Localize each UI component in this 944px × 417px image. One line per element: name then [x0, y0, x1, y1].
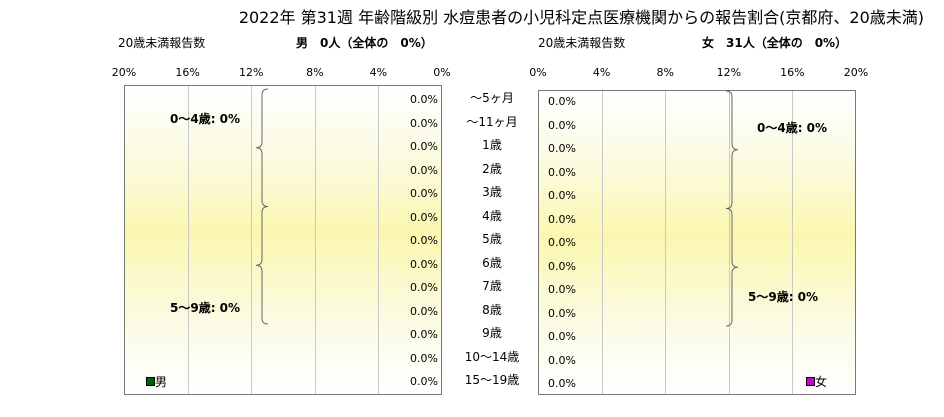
age-label-2: 1歳 — [482, 138, 502, 152]
age-label-8: 7歳 — [482, 279, 502, 293]
age-label-1: ～11ヶ月 — [466, 114, 518, 129]
m-value-label-7: 0.0% — [410, 257, 438, 271]
f-value-label-8: 0.0% — [548, 283, 576, 296]
chart-title: 2022年 第31週 年齢階級別 水痘患者の小児科定点医療機関からの報告割合(京… — [238, 8, 924, 27]
age-label-4: 3歳 — [482, 185, 502, 199]
m-value-label-11: 0.0% — [410, 351, 438, 365]
m-value-label-0: 0.0% — [410, 93, 438, 106]
f-x-tick-3: 12% — [716, 66, 742, 79]
age-label-6: 5歳 — [482, 232, 502, 246]
m-value-label-2: 0.0% — [410, 140, 438, 153]
age-label-7: 6歳 — [482, 255, 502, 270]
m-value-label-1: 0.0% — [410, 116, 438, 130]
m-x-tick-2: 12% — [238, 66, 264, 79]
f-bracket-0-4 — [725, 90, 739, 209]
f-x-tick-5: 20% — [843, 66, 869, 79]
m-bracket-label-0-4: 0～4歳: 0% — [170, 112, 241, 126]
m-gridline-1 — [187, 86, 189, 394]
female-legend-label: 女 — [815, 375, 828, 389]
m-value-label-12: 0.0% — [410, 375, 438, 388]
f-value-label-5: 0.0% — [548, 212, 576, 226]
m-value-label-3: 0.0% — [410, 163, 438, 177]
f-value-label-4: 0.0% — [548, 189, 576, 202]
f-value-label-11: 0.0% — [548, 353, 576, 367]
age-label-11: 10～14歳 — [464, 349, 520, 364]
f-x-tick-0: 0% — [529, 66, 547, 79]
m-bracket-5-9 — [255, 206, 269, 325]
m-x-tick-1: 16% — [175, 66, 200, 79]
f-value-label-10: 0.0% — [548, 330, 576, 343]
f-bracket-5-9 — [725, 208, 739, 327]
f-x-tick-2: 8% — [656, 66, 674, 79]
age-label-0: ～5ヶ月 — [470, 91, 514, 105]
age-label-3: 2歳 — [482, 161, 502, 176]
m-gridline-2 — [251, 86, 253, 394]
m-gridline-4 — [378, 86, 380, 394]
f-gridline-2 — [665, 91, 667, 394]
age-label-12: 15～19歳 — [464, 373, 520, 387]
f-value-label-2: 0.0% — [548, 142, 576, 155]
f-gridline-4 — [792, 91, 794, 394]
female-count-text: 女 31人（全体の 0%） — [702, 36, 848, 50]
f-value-label-0: 0.0% — [548, 95, 576, 108]
f-value-label-12: 0.0% — [548, 377, 576, 390]
f-value-label-6: 0.0% — [548, 236, 576, 249]
m-gridline-3 — [314, 86, 316, 394]
male-legend-label: 男 — [155, 375, 168, 389]
m-value-label-5: 0.0% — [410, 210, 438, 224]
f-value-label-3: 0.0% — [548, 165, 576, 179]
m-bracket-label-5-9: 5～9歳: 0% — [170, 301, 241, 315]
m-value-label-8: 0.0% — [410, 281, 438, 294]
f-gridline-3 — [728, 91, 730, 394]
f-bracket-label-5-9: 5～9歳: 0% — [748, 290, 819, 304]
male-legend-swatch — [146, 377, 155, 386]
m-value-label-10: 0.0% — [410, 328, 438, 341]
m-x-tick-5: 0% — [433, 66, 451, 79]
male-count-text: 男 0人（全体の 0%） — [296, 36, 433, 50]
f-x-tick-4: 16% — [780, 66, 805, 79]
f-value-label-1: 0.0% — [548, 118, 576, 132]
female-plot-area — [538, 90, 856, 395]
male-plot-area — [124, 85, 442, 395]
f-gridline-1 — [601, 91, 603, 394]
male-count-label: 20歳未満報告数 — [118, 36, 206, 50]
f-value-label-9: 0.0% — [548, 306, 576, 320]
m-x-tick-3: 8% — [306, 66, 324, 79]
age-label-10: 9歳 — [482, 326, 502, 340]
m-value-label-4: 0.0% — [410, 187, 438, 200]
f-value-label-7: 0.0% — [548, 259, 576, 273]
m-value-label-6: 0.0% — [410, 234, 438, 247]
f-bracket-label-0-4: 0～4歳: 0% — [757, 121, 828, 135]
f-x-tick-1: 4% — [592, 66, 611, 79]
m-x-tick-4: 4% — [369, 66, 388, 79]
female-legend-swatch — [806, 377, 815, 386]
m-bracket-0-4 — [255, 88, 269, 207]
m-x-tick-0: 20% — [111, 66, 137, 79]
age-label-5: 4歳 — [482, 208, 502, 223]
m-value-label-9: 0.0% — [410, 304, 438, 318]
female-count-label: 20歳未満報告数 — [538, 36, 626, 50]
age-label-9: 8歳 — [482, 302, 502, 317]
